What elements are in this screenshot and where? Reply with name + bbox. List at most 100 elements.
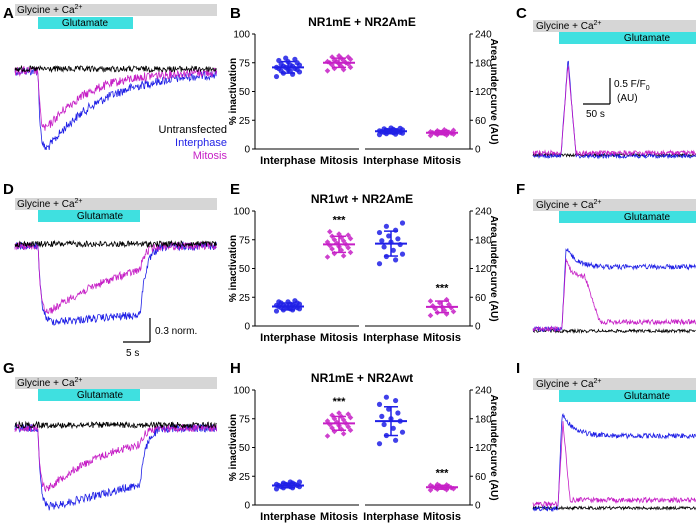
current-traces-A — [14, 64, 217, 151]
y-tick-label-right: 180 — [475, 414, 492, 425]
data-point — [427, 487, 434, 493]
y-tick-label-right: 60 — [475, 116, 487, 127]
x-category-label: Interphase — [363, 332, 419, 344]
data-point — [347, 414, 354, 421]
data-point — [292, 56, 298, 62]
y-tick-label-left: 0 — [244, 145, 250, 156]
legend-untransfected: Untransfected — [159, 124, 227, 136]
y-axis-label-right: Area under curve (AU) — [488, 215, 499, 321]
data-point — [443, 311, 450, 317]
glycine-bar-A — [15, 4, 217, 16]
x-category-label: Mitosis — [320, 511, 358, 523]
data-point — [379, 413, 385, 419]
data-point — [427, 482, 434, 489]
data-point — [376, 261, 383, 267]
data-point — [386, 406, 392, 412]
data-point — [427, 312, 434, 319]
y-tick-label-right: 0 — [475, 145, 481, 156]
current-traces-G — [14, 420, 217, 511]
glutamate-label-D: Glutamate — [77, 211, 124, 222]
panel-letter-B: B — [230, 5, 241, 22]
x-category-label: Interphase — [260, 511, 316, 523]
x-category-label: Mitosis — [320, 332, 358, 344]
y-tick-label-right: 120 — [475, 264, 492, 275]
y-tick-label-left: 75 — [239, 58, 251, 69]
glutamate-bar-C — [559, 32, 696, 44]
y-axis-label-right: Area under curve (AU) — [488, 394, 499, 500]
glycine-label-G: Glycine + Ca2+ — [17, 377, 83, 389]
data-point — [331, 415, 338, 422]
interphase-trace — [532, 248, 696, 333]
glutamate-label-I: Glutamate — [624, 391, 671, 402]
mitosis-trace — [14, 66, 217, 131]
glutamate-label-G: Glutamate — [77, 390, 124, 401]
glutamate-bar-D — [38, 210, 140, 222]
glutamate-label-F: Glutamate — [624, 212, 671, 223]
data-point — [376, 441, 383, 447]
y-tick-label-left: 75 — [239, 235, 251, 246]
data-point — [273, 73, 280, 80]
data-point — [397, 125, 403, 131]
interphase-trace — [14, 67, 217, 151]
glycine-label-I: Glycine + Ca2+ — [536, 378, 602, 390]
scalebar-C-v: 0.5 F/F0 — [614, 79, 650, 92]
untransfected-trace — [532, 328, 696, 334]
y-tick-label-left: 25 — [239, 116, 251, 127]
y-tick-label-left: 50 — [239, 87, 251, 98]
y-tick-label-right: 120 — [475, 87, 492, 98]
glutamate-bar-I — [559, 390, 696, 402]
y-tick-label-left: 100 — [233, 30, 250, 41]
legend-mitosis: Mitosis — [193, 150, 228, 162]
glutamate-bar-G — [38, 389, 140, 401]
glycine-bar-F — [533, 199, 696, 211]
data-point — [324, 239, 331, 245]
mitosis-trace — [532, 258, 696, 333]
panel-letter-D: D — [3, 181, 14, 198]
y-axis-label-left: % inactivation — [228, 235, 239, 302]
current-traces-D — [14, 239, 217, 326]
data-point — [441, 127, 448, 133]
data-point — [399, 251, 406, 257]
data-point — [340, 417, 347, 423]
data-point — [276, 57, 282, 64]
data-point — [327, 228, 333, 235]
y-tick-label-right: 240 — [475, 30, 492, 41]
data-point — [336, 410, 342, 416]
data-point — [329, 412, 335, 419]
glycine-bar-C — [533, 20, 696, 32]
data-point — [336, 231, 342, 237]
panel-letter-G: G — [3, 360, 15, 377]
data-point — [340, 430, 347, 437]
y-tick-label-left: 50 — [239, 443, 251, 454]
data-point — [324, 418, 331, 424]
significance-marker: *** — [333, 215, 347, 227]
x-category-label: Interphase — [260, 332, 316, 344]
y-tick-label-right: 240 — [475, 207, 492, 218]
data-point — [347, 235, 354, 242]
interphase-trace — [14, 423, 217, 511]
mitosis-trace — [532, 65, 696, 157]
data-point — [450, 485, 457, 492]
panel-letter-E: E — [230, 181, 240, 198]
x-category-label: Interphase — [260, 155, 316, 167]
data-point — [345, 54, 351, 60]
data-point — [347, 427, 354, 434]
data-point — [390, 247, 396, 253]
scalebar-C-v2: (AU) — [617, 93, 638, 104]
y-tick-label-right: 120 — [475, 443, 492, 454]
y-tick-label-left: 0 — [244, 322, 250, 333]
untransfected-trace — [532, 505, 696, 511]
calcium-traces-I — [532, 413, 696, 512]
data-point — [324, 68, 331, 74]
data-point — [399, 429, 406, 435]
panel-letter-I: I — [516, 360, 520, 377]
data-point — [390, 425, 396, 431]
x-category-label: Mitosis — [423, 511, 461, 523]
y-axis-label-right: Area under curve (AU) — [488, 38, 499, 144]
data-point — [324, 254, 331, 260]
data-point — [393, 397, 399, 404]
data-point — [329, 246, 335, 252]
data-point — [329, 54, 335, 60]
glycine-label-D: Glycine + Ca2+ — [17, 198, 83, 210]
